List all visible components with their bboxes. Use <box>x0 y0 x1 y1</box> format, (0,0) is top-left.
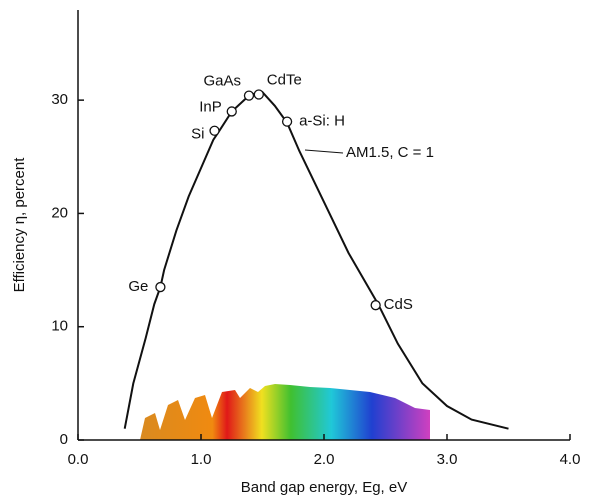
x-tick-label: 1.0 <box>191 451 212 468</box>
material-point <box>243 90 255 101</box>
y-tick-label: 10 <box>51 318 68 335</box>
y-tick-label: 20 <box>51 204 68 221</box>
y-tick-label: 0 <box>60 431 68 448</box>
y-axis-label: Efficiency η, percent <box>11 157 28 293</box>
annotation-arrow <box>304 149 344 154</box>
x-axis-label: Band gap energy, Eg, eV <box>241 479 408 496</box>
material-point <box>253 89 264 100</box>
material-label: CdS <box>384 296 413 313</box>
x-tick-label: 4.0 <box>560 451 581 468</box>
material-label: GaAs <box>203 73 241 90</box>
x-tick-label: 0.0 <box>68 451 89 468</box>
x-tick-label: 3.0 <box>437 451 458 468</box>
material-point <box>370 300 381 311</box>
material-label: InP <box>199 98 222 115</box>
material-label: a-Si: H <box>299 113 345 130</box>
material-point <box>281 116 293 127</box>
material-point <box>226 106 237 117</box>
material-point <box>155 281 166 293</box>
y-tick-label: 30 <box>51 91 68 108</box>
material-label: Ge <box>128 278 148 295</box>
x-tick-label: 2.0 <box>314 451 335 468</box>
material-point <box>209 125 220 136</box>
material-label: CdTe <box>267 71 302 88</box>
annotation: AM1.5, C = 1 <box>346 144 434 161</box>
solar-spectrum <box>140 384 430 440</box>
material-label: Si <box>191 126 204 143</box>
efficiency-curve <box>123 91 509 430</box>
